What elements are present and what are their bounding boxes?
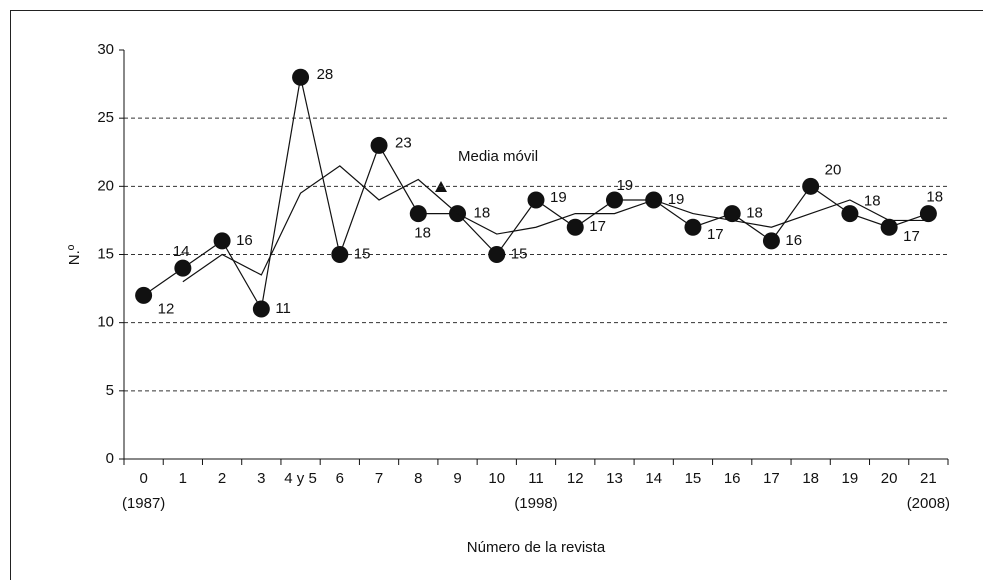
x-tick-label: 18 — [802, 470, 819, 487]
y-tick-label: 10 — [97, 314, 114, 331]
data-label: 18 — [864, 193, 881, 210]
data-point — [331, 246, 349, 263]
x-tick-label: 1 — [179, 470, 187, 487]
x-tick-label: 14 — [645, 470, 662, 487]
data-point — [841, 205, 859, 223]
annotation-label: Media móvil — [458, 148, 538, 165]
x-tick-label: 6 — [336, 470, 344, 487]
series-line — [182, 165, 929, 283]
data-point — [488, 246, 506, 263]
data-label: 17 — [589, 218, 606, 235]
x-tick-label: 11 — [528, 470, 544, 487]
x-tick-label: 15 — [685, 470, 702, 487]
x-tick-label: 10 — [488, 470, 505, 487]
data-label: 23 — [395, 134, 412, 151]
data-label: 17 — [903, 228, 920, 245]
data-point — [605, 191, 623, 209]
x-tick-label: 4 y 5 — [284, 470, 317, 487]
x-tick-label: 0 — [139, 470, 147, 487]
data-point — [527, 191, 545, 209]
x-tick-label: 19 — [842, 470, 859, 487]
data-label: 15 — [354, 245, 371, 262]
y-axis-label: N.º — [66, 244, 83, 265]
data-point — [723, 205, 741, 223]
x-tick-sublabel: (1998) — [514, 495, 557, 512]
data-label: 18 — [414, 225, 431, 242]
data-label: 12 — [158, 300, 175, 317]
y-tick-label: 15 — [97, 245, 114, 262]
data-label: 18 — [746, 205, 763, 222]
y-tick-label: 30 — [97, 41, 114, 58]
data-point — [135, 286, 153, 304]
data-label: 19 — [616, 177, 633, 194]
data-label: 28 — [317, 66, 334, 83]
x-tick-label: 9 — [453, 470, 461, 487]
data-label: 19 — [668, 191, 685, 208]
data-point — [409, 205, 427, 223]
x-tick-label: 2 — [218, 470, 226, 487]
x-tick-label: 3 — [257, 470, 265, 487]
y-tick-label: 20 — [97, 177, 114, 194]
data-label: 16 — [236, 232, 253, 249]
data-point — [802, 177, 820, 195]
frame — [10, 10, 983, 580]
y-tick-label: 0 — [106, 450, 114, 467]
data-point — [213, 232, 231, 250]
x-tick-label: 21 — [920, 470, 937, 487]
x-tick-sublabel: (1987) — [122, 495, 165, 512]
data-point — [370, 136, 388, 154]
x-tick-label: 8 — [414, 470, 422, 487]
data-label: 18 — [926, 189, 943, 206]
data-point — [252, 300, 270, 318]
data-point — [880, 218, 898, 236]
data-point — [762, 232, 780, 250]
data-point — [292, 68, 310, 86]
data-label: 16 — [785, 232, 802, 249]
x-tick-sublabel: (2008) — [907, 495, 950, 512]
data-label: 18 — [474, 205, 491, 222]
data-label: 11 — [275, 300, 291, 317]
data-label: 20 — [825, 161, 842, 178]
data-point — [566, 218, 584, 236]
x-tick-label: 20 — [881, 470, 898, 487]
data-point — [919, 205, 937, 223]
data-label: 15 — [511, 245, 528, 262]
data-label: 14 — [173, 243, 190, 260]
x-tick-label: 13 — [606, 470, 623, 487]
data-label: 19 — [550, 189, 567, 206]
x-tick-label: 12 — [567, 470, 584, 487]
data-point — [174, 259, 192, 277]
x-tick-label: 17 — [763, 470, 780, 487]
x-tick-label: 16 — [724, 470, 741, 487]
data-label: 17 — [707, 226, 724, 243]
x-axis-label: Número de la revista — [467, 539, 606, 556]
x-tick-label: 7 — [375, 470, 383, 487]
y-tick-label: 5 — [106, 382, 114, 399]
y-tick-label: 25 — [97, 109, 114, 126]
data-point — [684, 218, 702, 236]
